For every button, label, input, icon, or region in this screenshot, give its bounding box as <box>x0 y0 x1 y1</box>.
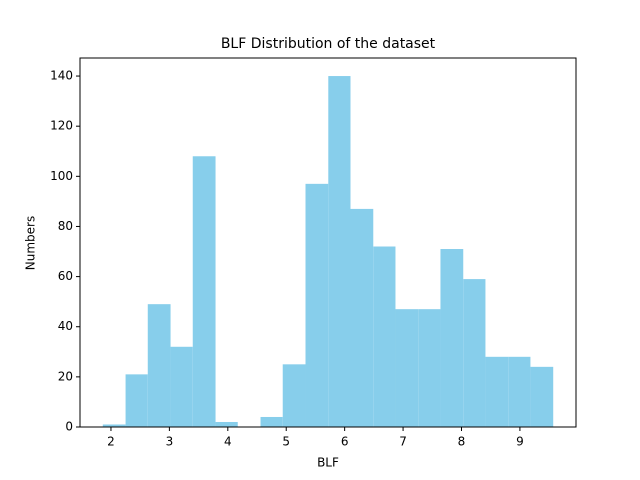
bar <box>305 183 329 427</box>
bar <box>328 76 351 427</box>
bar <box>192 156 216 428</box>
bar <box>282 364 306 427</box>
y-tick-label: 0 <box>65 420 73 434</box>
bar <box>463 279 486 427</box>
bar <box>215 421 238 427</box>
bar <box>102 424 126 427</box>
y-tick-label: 80 <box>58 219 73 233</box>
bar <box>170 346 193 427</box>
y-tick-label: 60 <box>58 269 73 283</box>
x-axis-label: BLF <box>317 456 339 470</box>
x-tick-label: 9 <box>516 435 524 449</box>
bar <box>508 356 531 427</box>
x-tick-label: 7 <box>399 435 407 449</box>
x-tick-label: 3 <box>166 435 174 449</box>
bar <box>395 309 419 427</box>
bar <box>485 356 509 427</box>
bar <box>440 249 464 427</box>
bar <box>530 366 554 427</box>
bar <box>147 304 171 427</box>
x-tick-label: 2 <box>107 435 115 449</box>
y-tick-label: 20 <box>58 369 73 383</box>
bar <box>350 208 374 427</box>
bar <box>125 374 148 427</box>
bar <box>373 246 396 427</box>
x-tick-label: 6 <box>341 435 349 449</box>
y-tick-label: 120 <box>50 119 73 133</box>
y-tick-label: 100 <box>50 169 73 183</box>
x-tick-label: 4 <box>224 435 232 449</box>
y-axis-label: Numbers <box>24 216 38 270</box>
y-tick-label: 40 <box>58 319 73 333</box>
y-tick-label: 140 <box>50 69 73 83</box>
chart-title: BLF Distribution of the dataset <box>221 36 436 52</box>
bar <box>260 416 283 427</box>
x-tick-label: 5 <box>282 435 290 449</box>
plot-frame <box>79 57 577 428</box>
x-tick-label: 8 <box>458 435 466 449</box>
bar <box>418 309 441 427</box>
